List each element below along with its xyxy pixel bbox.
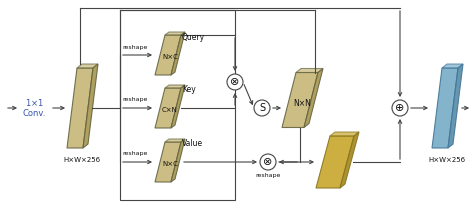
Polygon shape [155, 35, 181, 75]
Polygon shape [330, 132, 359, 136]
Text: ⊗: ⊗ [230, 77, 240, 87]
Circle shape [260, 154, 276, 170]
Polygon shape [171, 32, 185, 75]
Text: $1{\times}1$: $1{\times}1$ [25, 97, 44, 108]
Circle shape [254, 100, 270, 116]
Polygon shape [282, 72, 318, 127]
Polygon shape [304, 69, 323, 127]
Text: Conv.: Conv. [22, 109, 46, 118]
Text: S: S [259, 103, 265, 113]
Text: reshape: reshape [122, 152, 147, 157]
Bar [120, 10, 235, 200]
Text: N×C: N×C [162, 161, 178, 167]
Polygon shape [83, 64, 98, 148]
Circle shape [392, 100, 408, 116]
Text: reshape: reshape [122, 97, 147, 103]
Polygon shape [165, 85, 185, 88]
Text: N×N: N×N [293, 100, 311, 109]
Polygon shape [316, 136, 354, 188]
Text: C×N: C×N [162, 107, 178, 113]
Polygon shape [165, 139, 185, 142]
Polygon shape [296, 69, 323, 72]
Polygon shape [165, 32, 185, 35]
Text: Value: Value [182, 140, 203, 149]
Text: H×W×256: H×W×256 [64, 157, 100, 163]
Text: reshape: reshape [255, 172, 281, 178]
Text: N×C: N×C [162, 54, 178, 60]
Text: Query: Query [182, 32, 205, 41]
Polygon shape [448, 64, 463, 148]
Polygon shape [432, 68, 458, 148]
Text: ⊗: ⊗ [264, 157, 273, 167]
Polygon shape [171, 85, 185, 128]
Text: ⊕: ⊕ [395, 103, 405, 113]
Circle shape [227, 74, 243, 90]
Text: reshape: reshape [122, 45, 147, 49]
Polygon shape [442, 64, 463, 68]
Polygon shape [77, 64, 98, 68]
Polygon shape [67, 68, 93, 148]
Polygon shape [155, 88, 181, 128]
Polygon shape [340, 132, 359, 188]
Polygon shape [155, 142, 181, 182]
Text: H×W×256: H×W×256 [428, 157, 465, 163]
Text: Key: Key [182, 86, 196, 95]
Polygon shape [171, 139, 185, 182]
